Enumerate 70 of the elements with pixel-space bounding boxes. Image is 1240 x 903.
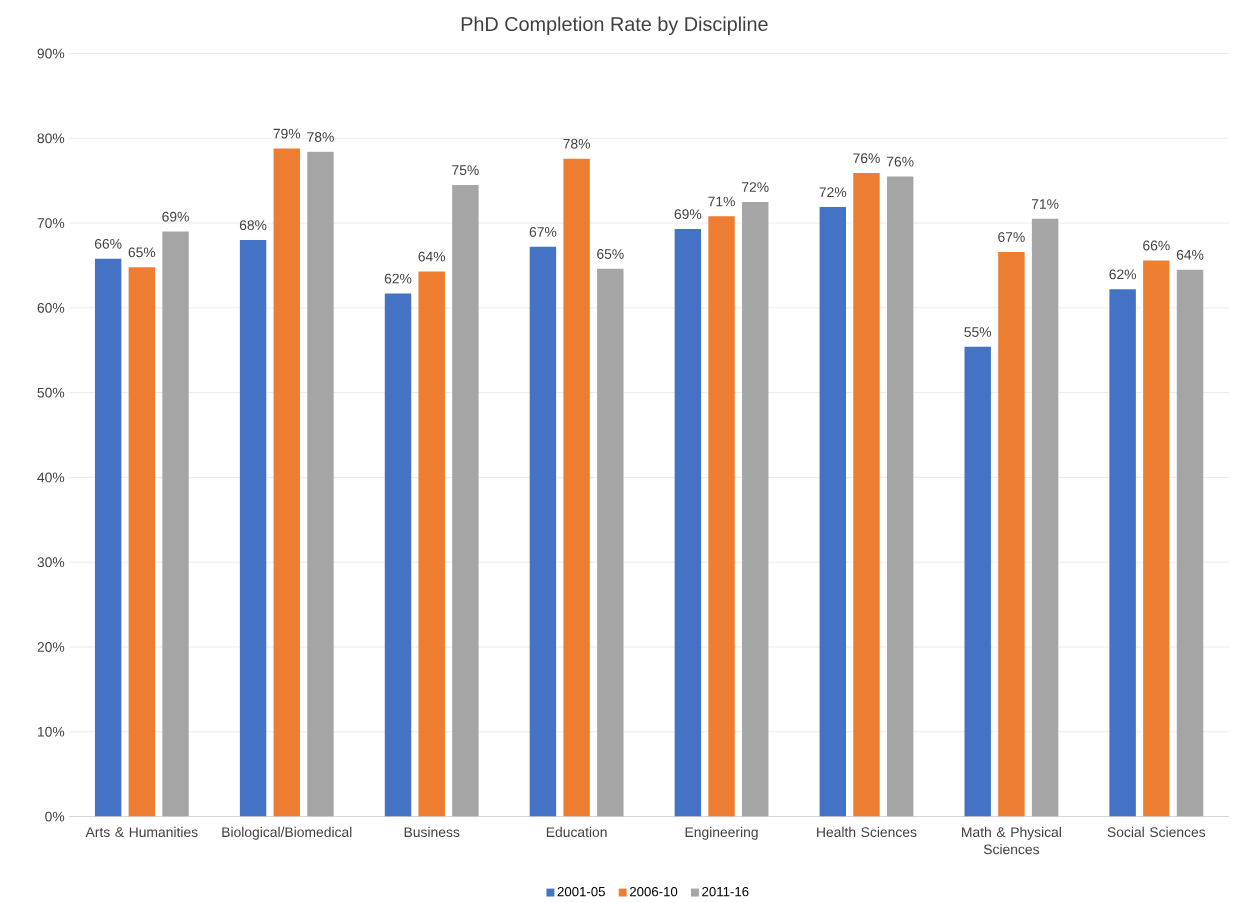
y-tick-label: 30% [37,557,65,567]
bar [239,239,267,817]
bar [273,148,300,817]
y-tick-label: 60% [37,302,65,313]
bar [307,151,334,817]
x-tick-label: Arts & Humanities [85,826,198,837]
data-label: 72% [819,187,847,197]
x-tick-label: Education [546,826,607,837]
data-label: 65% [597,248,624,259]
bar [1031,218,1059,817]
y-tick-label: 0% [45,811,65,822]
data-label: 67% [998,231,1025,242]
data-label: 69% [674,209,702,219]
bar [563,158,590,817]
data-label: 75% [452,165,479,175]
data-label: 71% [708,196,735,207]
data-label: 64% [418,251,446,262]
y-tick-label: 80% [37,133,65,143]
data-label: 76% [853,153,880,163]
bar [162,231,189,817]
x-tick-label: Engineering [685,826,758,840]
data-label: 71% [1031,198,1059,209]
bar [708,216,735,817]
bar [1109,288,1136,817]
x-tick-label: Math & Physical Sciences [962,826,1061,855]
bar [742,201,769,817]
y-tick-label: 10% [38,726,65,737]
x-tick-label: Social Sciences [1107,826,1206,837]
bar [1143,260,1170,817]
data-label: 67% [529,226,557,237]
bar [674,228,702,817]
x-tick-label: Biological/Biomedical [222,826,352,840]
data-label: 65% [128,247,156,257]
bar [94,258,122,817]
data-label: 76% [886,156,914,167]
bar [452,184,479,817]
data-label: 69% [162,211,189,222]
x-tick-label: Business [404,826,460,837]
data-label: 62% [1109,269,1137,280]
data-label: 55% [964,326,992,337]
bar [384,293,412,817]
data-label: 79% [273,128,301,139]
y-tick-label: 50% [37,387,65,398]
legend-label: 2001-05 [557,886,605,897]
legend-label: 2011-16 [702,886,749,897]
bar [998,251,1025,817]
bar [886,176,914,817]
data-label: 64% [1176,249,1204,260]
data-label: 62% [384,273,412,284]
bar [128,266,156,817]
y-tick-label: 90% [37,48,65,59]
data-label: 78% [307,131,334,142]
data-label: 66% [1143,240,1170,251]
y-tick-label: 70% [37,217,65,228]
bar [597,268,624,817]
bar [529,246,557,817]
data-label: 72% [742,181,769,192]
legend-label: 2006-10 [629,886,678,897]
x-tick-label: Health Sciences [817,826,917,837]
bar [964,346,991,817]
data-label: 68% [239,220,267,230]
y-tick-label: 40% [37,472,65,483]
bar [1176,269,1204,817]
bar [819,206,846,817]
bar [418,271,445,817]
chart-title: PhD Completion Rate by Discipline [461,16,768,35]
y-tick-label: 20% [37,641,65,652]
bar [853,172,880,817]
data-label: 78% [563,138,590,149]
data-label: 66% [94,238,122,249]
